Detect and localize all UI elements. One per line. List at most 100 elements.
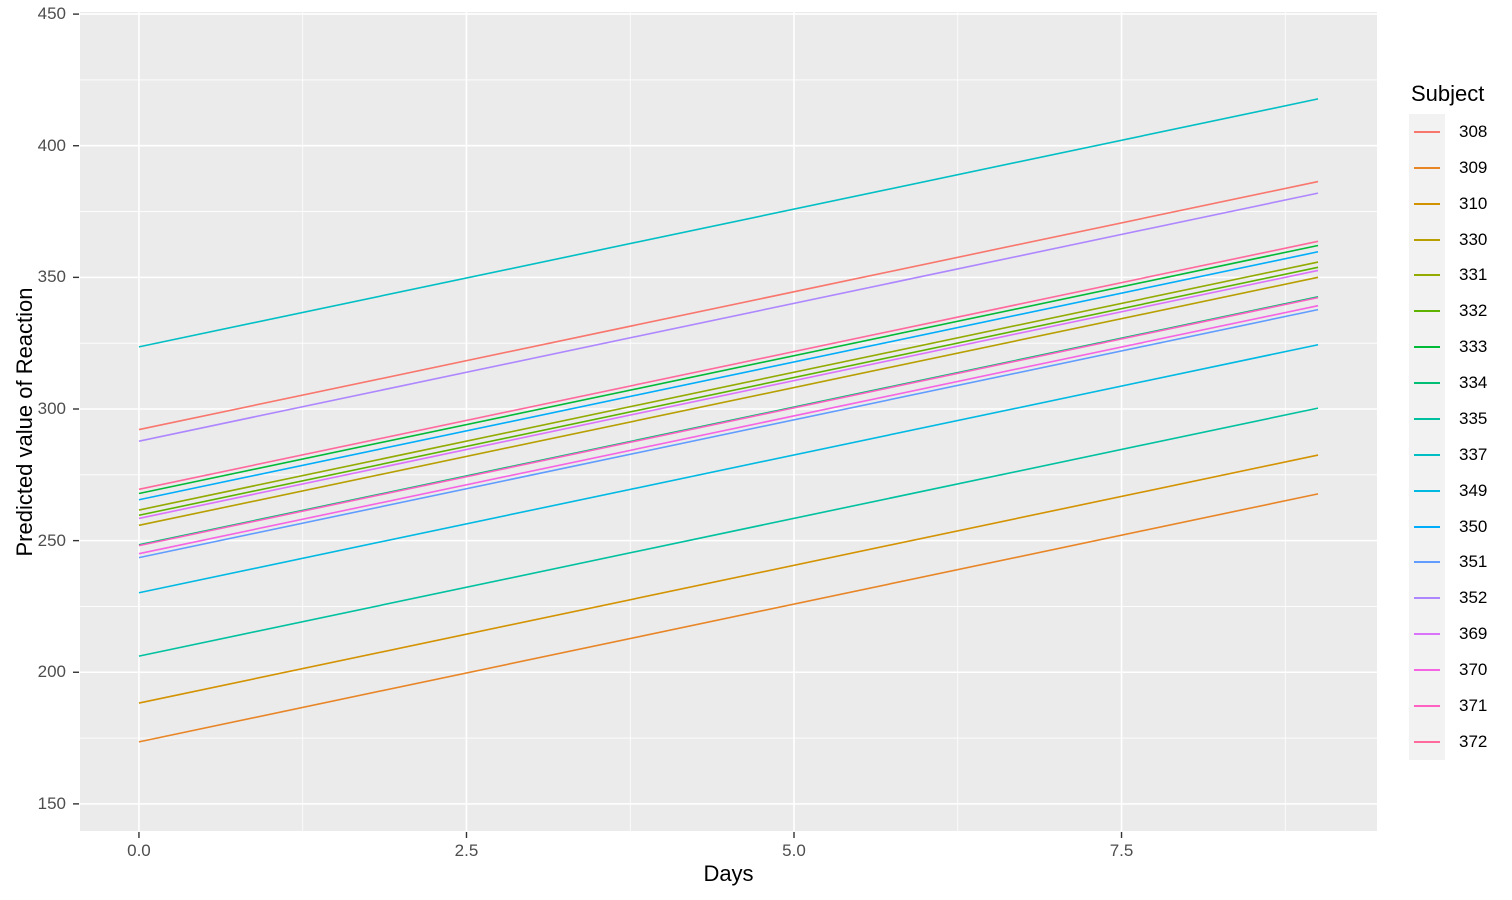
series-line-372	[138, 240, 1319, 491]
legend-key	[1409, 185, 1445, 222]
series-line-370	[138, 304, 1319, 555]
series-line-351	[138, 308, 1319, 559]
legend-key-line-icon	[1414, 202, 1440, 205]
legend-item-333: 333	[1409, 329, 1488, 366]
y-tick-label: 200	[37, 662, 66, 682]
legend-key-line-icon	[1414, 561, 1440, 564]
x-tick-label: 7.5	[1109, 841, 1134, 860]
series-line-309	[138, 493, 1319, 743]
legend-key-line-icon	[1414, 704, 1440, 707]
legend-key	[1409, 329, 1445, 366]
y-tick-label: 450	[37, 4, 66, 24]
series-line-371	[138, 296, 1319, 547]
legend-key	[1409, 365, 1445, 401]
legend-item-label: 309	[1459, 157, 1488, 177]
legend-item-label: 370	[1459, 660, 1488, 680]
legend-item-label: 349	[1459, 480, 1488, 500]
legend-item-label: 350	[1459, 516, 1488, 536]
series-line-310	[138, 454, 1319, 704]
legend-key-line-icon	[1414, 417, 1440, 420]
legend-item-label: 372	[1459, 731, 1488, 751]
legend-key-line-icon	[1414, 382, 1440, 385]
legend-key-line-icon	[1414, 238, 1440, 241]
y-tick-label: 400	[37, 135, 66, 155]
legend-item-352: 352	[1409, 580, 1488, 617]
legend-key	[1409, 580, 1445, 617]
legend-key-line-icon	[1414, 274, 1440, 277]
series-line-308	[138, 180, 1319, 431]
x-tick-label: 5.0	[782, 841, 806, 860]
series-line-350	[138, 250, 1319, 501]
legend-item-370: 370	[1409, 652, 1487, 688]
legend-item-351: 351	[1409, 544, 1488, 581]
legend-key-line-icon	[1414, 453, 1440, 456]
legend-key	[1409, 652, 1445, 688]
legend-item-337: 337	[1409, 436, 1488, 473]
legend-key	[1409, 401, 1445, 437]
legend-key-line-icon	[1414, 525, 1440, 528]
y-tick-label: 300	[37, 398, 66, 418]
legend-key-line-icon	[1414, 310, 1440, 313]
series-line-331	[138, 261, 1319, 511]
legend-key-line-icon	[1414, 740, 1440, 743]
legend-key	[1409, 257, 1445, 294]
legend-key	[1409, 508, 1445, 545]
legend-item-label: 330	[1459, 229, 1488, 249]
legend-key-line-icon	[1414, 633, 1440, 636]
legend-item-label: 333	[1459, 337, 1488, 357]
series-line-369	[138, 269, 1319, 520]
legend-key	[1409, 149, 1445, 186]
legend-item-label: 369	[1459, 624, 1488, 644]
legend-key	[1409, 723, 1445, 760]
legend-item-372: 372	[1409, 723, 1488, 760]
legend-item-label: 310	[1459, 193, 1488, 213]
legend-item-label: 352	[1459, 588, 1488, 608]
legend-item-label: 331	[1459, 265, 1488, 285]
legend-item-309: 309	[1409, 149, 1488, 186]
x-tick-label: 2.5	[454, 841, 479, 860]
legend-item-331: 331	[1409, 257, 1488, 294]
y-tick-label: 250	[37, 530, 66, 550]
legend-item-371: 371	[1409, 688, 1487, 724]
legend-key	[1409, 436, 1445, 473]
y-tick-label: 350	[37, 267, 66, 287]
series-line-330	[138, 276, 1319, 527]
series-line-349	[138, 343, 1319, 594]
legend-item-label: 332	[1459, 301, 1488, 321]
legend-key	[1409, 472, 1445, 509]
y-axis-title: Predicted value of Reaction	[12, 286, 37, 557]
legend-item-330: 330	[1409, 221, 1488, 258]
series-line-335	[138, 407, 1319, 657]
legend-item-308: 308	[1409, 114, 1487, 150]
x-tick-label: 0.0	[127, 841, 151, 860]
legend-title: Subject	[1411, 81, 1485, 106]
legend-item-335: 335	[1409, 401, 1487, 437]
legend-item-334: 334	[1409, 365, 1487, 401]
legend-item-label: 308	[1459, 121, 1488, 141]
y-tick-label: 150	[37, 793, 66, 813]
series-line-352	[138, 192, 1319, 442]
legend-key-line-icon	[1414, 597, 1440, 600]
legend-item-349: 349	[1409, 472, 1488, 509]
legend-item-332: 332	[1409, 293, 1488, 330]
legend-item-label: 351	[1459, 552, 1488, 572]
legend-key	[1409, 616, 1445, 653]
legend-item-369: 369	[1409, 616, 1488, 653]
legend-key-line-icon	[1414, 669, 1440, 672]
legend-item-350: 350	[1409, 508, 1488, 545]
legend-item-label: 337	[1459, 444, 1488, 464]
legend-key-line-icon	[1414, 489, 1440, 492]
series-line-332	[138, 266, 1319, 517]
legend-item-label: 334	[1459, 373, 1488, 393]
legend-item-310: 310	[1409, 185, 1488, 222]
legend-key	[1409, 544, 1445, 581]
legend-key	[1409, 114, 1445, 150]
legend-item-label: 371	[1459, 695, 1488, 715]
legend-key-line-icon	[1414, 346, 1440, 349]
legend-key	[1409, 293, 1445, 330]
legend-item-label: 335	[1459, 408, 1488, 428]
series-line-337	[138, 98, 1319, 348]
legend-items: 308 309 310 330 331 332 333 334 335 337 349 350 351 3…	[1409, 114, 1487, 760]
